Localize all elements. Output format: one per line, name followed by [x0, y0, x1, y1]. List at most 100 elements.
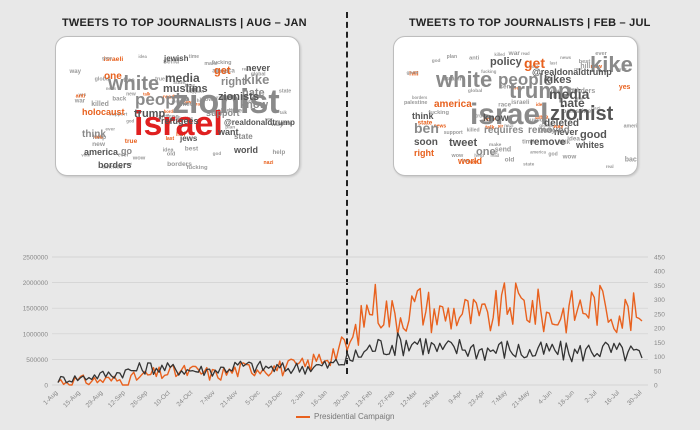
- cloud-filler-word: killed: [91, 101, 109, 108]
- cloud-word: one: [476, 146, 496, 158]
- cloud-word: jewish: [163, 54, 189, 63]
- cloud-filler-word: last: [166, 136, 175, 142]
- cloud-filler-word: send: [163, 59, 179, 66]
- cloud-filler-word: global: [251, 72, 266, 78]
- x-tick-label: 15-Aug: [62, 389, 82, 409]
- cloud-filler-word: support: [187, 89, 204, 94]
- cloud-filler-word: talk: [143, 91, 151, 96]
- x-tick-label: 16-Jul: [603, 389, 621, 407]
- cloud-word: removed: [528, 125, 570, 136]
- cloud-filler-word: help: [273, 149, 286, 156]
- cloud-word: support: [206, 108, 240, 118]
- cloud-word: tweet: [449, 137, 477, 149]
- cloud-filler-word: fucking: [187, 165, 208, 171]
- x-tick-label: 19-Dec: [264, 389, 284, 409]
- cloud-filler-word: yes: [78, 92, 86, 97]
- cloud-filler-word: time: [185, 83, 196, 89]
- cloud-filler-word: real: [242, 67, 250, 72]
- cloud-filler-word: sir: [498, 123, 504, 128]
- cloud-filler-word: anti: [446, 76, 454, 81]
- cloud-filler-word: palestine: [174, 116, 193, 121]
- cloud-filler-word: real: [606, 164, 614, 169]
- cloud-filler-word: back: [229, 108, 240, 113]
- cloud-filler-word: idea: [163, 147, 175, 153]
- cloud-filler-word: way: [69, 68, 82, 75]
- x-tick-label: 23-Apr: [467, 389, 486, 408]
- cloud-filler-word: old: [94, 134, 103, 140]
- cloud-filler-word: free: [462, 158, 470, 163]
- cloud-filler-word: global: [539, 123, 553, 128]
- cloud-filler-word: sir: [175, 57, 181, 63]
- cloud-filler-word: old: [167, 151, 176, 157]
- cloud-word: requires: [484, 125, 524, 136]
- cloud-word: go: [121, 146, 132, 156]
- cloud-word: refugees: [161, 116, 199, 126]
- cloud-word: policy: [490, 56, 523, 68]
- cloud-word: state: [234, 132, 253, 141]
- cloud-filler-word: idea: [567, 136, 580, 143]
- cloud-word: right: [414, 148, 434, 158]
- cloud-filler-word: wow: [132, 155, 146, 161]
- cloud-filler-word: borders: [164, 109, 180, 114]
- cloud-word: ben: [414, 120, 439, 136]
- cloud-filler-word: yes: [619, 84, 631, 91]
- cloud-word: never: [246, 63, 271, 73]
- cloud-filler-word: hill: [409, 70, 419, 77]
- cloud-filler-word: nazi: [591, 105, 600, 111]
- cloud-filler-word: america: [530, 150, 547, 155]
- x-tick-label: 30-Jul: [626, 389, 644, 407]
- x-tick-label: 9-Apr: [448, 389, 465, 406]
- cloud-filler-word: read: [491, 153, 500, 158]
- cloud-filler-word: israeli: [211, 95, 229, 102]
- cloud-filler-word: nazi: [124, 161, 132, 166]
- cloud-filler-word: free: [123, 77, 135, 84]
- cloud-filler-word: new: [126, 92, 136, 98]
- cloud-filler-word: america: [212, 69, 235, 75]
- cloud-word: know: [240, 99, 269, 111]
- cloud-filler-word: way: [542, 128, 555, 135]
- cloud-filler-word: idea: [536, 102, 545, 107]
- cloud-filler-word: support: [444, 130, 463, 136]
- cloud-word: america: [434, 99, 472, 110]
- cloud-word: get: [524, 55, 545, 71]
- word-cloud-left: palestine borders hill fucking send israeli ki…: [55, 36, 300, 176]
- x-tick-label: 27-Feb: [377, 389, 397, 409]
- cloud-filler-word: time: [535, 114, 549, 121]
- cloud-word: israel: [134, 105, 223, 143]
- cloud-filler-word: war: [264, 116, 273, 121]
- cloud-filler-word: talk: [485, 125, 494, 131]
- cloud-filler-word: gone: [102, 55, 113, 60]
- cloud-filler-word: read: [163, 94, 175, 100]
- cloud-filler-word: anti: [158, 114, 169, 120]
- cloud-word: media: [549, 86, 590, 102]
- cloud-word: white: [435, 67, 492, 92]
- cloud-filler-word: war: [467, 160, 479, 166]
- cloud-filler-word: send: [495, 147, 511, 154]
- cloud-filler-word: way: [552, 124, 564, 130]
- x-tick-label: 21-May: [511, 389, 532, 410]
- cloud-filler-word: israeli: [104, 56, 124, 63]
- cloud-filler-word: global: [468, 88, 483, 94]
- cloud-word: people: [498, 70, 553, 89]
- legend-label: Presidential Campaign: [314, 412, 395, 421]
- series-line-presidential-campaign: [57, 282, 643, 386]
- y-right-tick-label: 350: [654, 283, 665, 290]
- x-tick-label: 7-Nov: [199, 389, 217, 407]
- cloud-filler-word: fucking: [481, 69, 497, 74]
- cloud-filler-word: palestine: [404, 100, 427, 106]
- x-tick-label: 24-Oct: [175, 389, 194, 408]
- cloud-filler-word: ever: [595, 51, 607, 57]
- cloud-filler-word: gone: [407, 71, 419, 76]
- series-line-secondary: [57, 332, 643, 384]
- cloud-word: media: [165, 71, 200, 85]
- x-tick-label: 16-Jan: [310, 389, 329, 408]
- cloud-word: holocaust: [82, 107, 125, 117]
- cloud-filler-word: israeli: [511, 99, 529, 106]
- cloud-filler-word: true: [125, 138, 138, 145]
- cloud-filler-word: race: [245, 98, 254, 103]
- cloud-filler-word: way: [270, 121, 284, 128]
- cloud-word: world: [233, 145, 258, 155]
- cloud-filler-word: war: [508, 50, 521, 57]
- cloud-filler-word: state: [418, 119, 433, 126]
- x-tick-label: 21-Nov: [219, 389, 239, 409]
